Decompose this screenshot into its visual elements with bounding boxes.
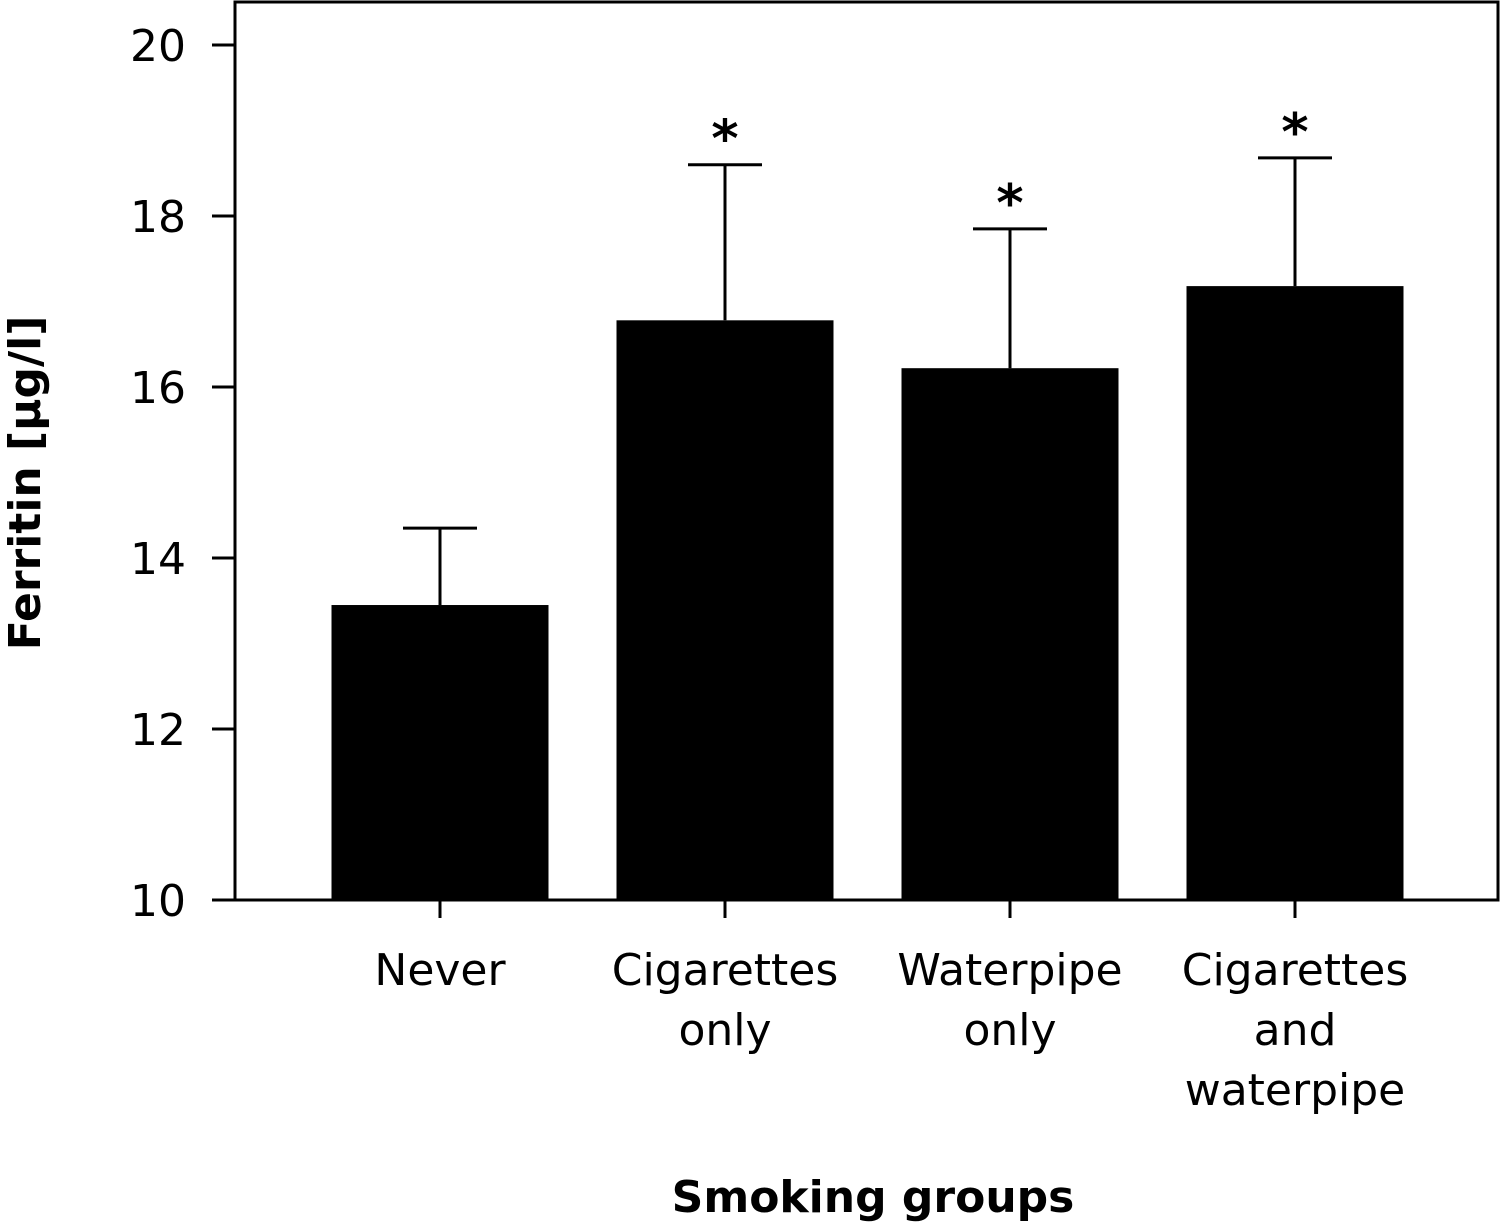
significance-asterisk: * (996, 174, 1023, 234)
y-tick-label: 10 (130, 876, 186, 927)
y-tick-label: 18 (130, 192, 186, 243)
x-category-label-line: Cigarettes (1182, 945, 1409, 996)
x-axis-title: Smoking groups (672, 1172, 1075, 1223)
x-category-label-line: and (1254, 1005, 1337, 1056)
bars (331, 286, 1404, 900)
x-category-label-line: only (963, 1005, 1056, 1056)
x-category-label: Waterpipe only (897, 945, 1122, 1056)
bar (901, 368, 1119, 900)
x-category-label: Cigarettes only (612, 945, 839, 1056)
y-tick-label: 14 (130, 534, 186, 585)
y-axis: 10 12 14 16 18 20 (130, 21, 235, 927)
x-category-label-line: Waterpipe (897, 945, 1122, 996)
bar (616, 320, 834, 900)
significance-asterisk: * (711, 110, 738, 170)
x-category-label-line: waterpipe (1185, 1065, 1406, 1116)
y-tick-label: 12 (130, 705, 186, 756)
x-category-label: Never (374, 945, 506, 996)
x-category-label: Cigarettes and waterpipe (1182, 945, 1409, 1116)
bar (331, 605, 549, 900)
significance-marks: * * * (711, 103, 1308, 234)
x-category-label-line: only (678, 1005, 771, 1056)
y-tick-label: 20 (130, 21, 186, 72)
bar (1186, 286, 1404, 900)
y-axis-title: Ferritin [µg/l] (0, 316, 51, 651)
significance-asterisk: * (1281, 103, 1308, 163)
x-category-label-line: Never (374, 945, 506, 996)
x-category-label-line: Cigarettes (612, 945, 839, 996)
error-bars (403, 156, 1332, 606)
y-tick-label: 16 (130, 363, 186, 414)
plot-frame (233, 0, 1500, 902)
